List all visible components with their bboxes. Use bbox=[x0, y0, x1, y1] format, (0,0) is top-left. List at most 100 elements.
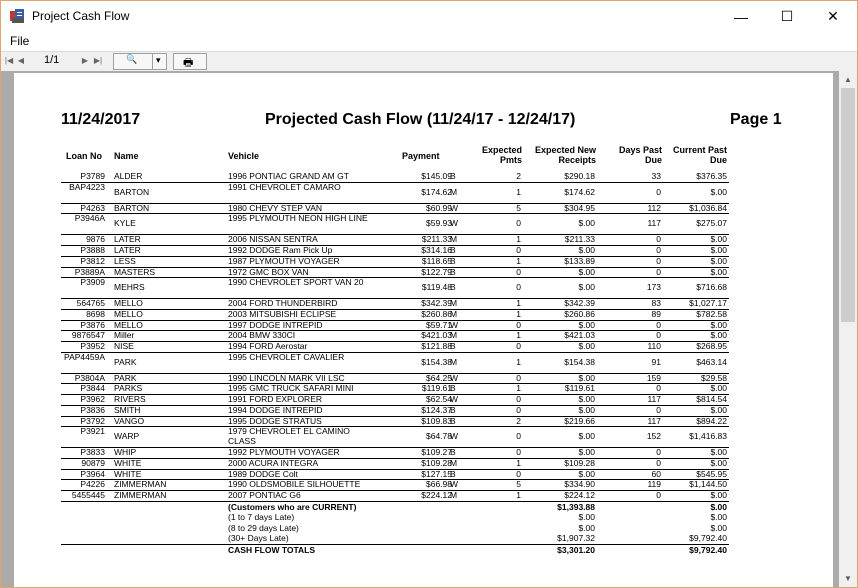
cell-name: WHITE bbox=[114, 457, 142, 468]
cell-days: 110 bbox=[647, 341, 661, 351]
scroll-down-icon[interactable]: ▼ bbox=[844, 574, 852, 583]
cell-pmts: 1 bbox=[516, 330, 521, 341]
cell-freq: M bbox=[450, 490, 458, 500]
summary-label: (Customers who are CURRENT) bbox=[228, 501, 357, 512]
cell-receipts: $421.03 bbox=[564, 330, 595, 341]
cell-days: 112 bbox=[647, 202, 661, 213]
cell-loan: BAP4223 bbox=[69, 181, 105, 192]
col-days-past-due: Days Past Due bbox=[618, 145, 662, 165]
cell-payment: $174.62 bbox=[421, 186, 452, 197]
col-loan-no: Loan No bbox=[66, 151, 102, 161]
cell-freq: M bbox=[450, 330, 458, 341]
cell-pmts: 1 bbox=[516, 383, 521, 394]
summary-receipts: $1,907.32 bbox=[557, 533, 595, 544]
cell-name: BARTON bbox=[114, 186, 150, 197]
minimize-button[interactable]: — bbox=[718, 1, 764, 32]
cell-pmts: 0 bbox=[516, 282, 521, 293]
cell-past_due: $.00 bbox=[710, 319, 727, 330]
cell-payment: $224.12 bbox=[421, 490, 452, 500]
cell-receipts: $260.86 bbox=[564, 308, 595, 319]
prev-page-icon[interactable]: ◀ bbox=[17, 56, 25, 65]
cell-vehicle: 2003 MITSUBISHI ECLIPSE bbox=[228, 308, 337, 319]
close-button[interactable]: ✕ bbox=[810, 1, 856, 32]
cell-past_due: $.00 bbox=[710, 383, 727, 394]
cell-past_due: $.00 bbox=[710, 186, 727, 197]
cell-vehicle: 2007 PONTIAC G6 bbox=[228, 490, 301, 500]
cell-loan: P3888 bbox=[80, 245, 105, 256]
cell-loan: 5455445 bbox=[71, 490, 105, 500]
cell-freq: W bbox=[450, 218, 459, 229]
cell-name: NISE bbox=[114, 341, 134, 351]
cell-days: 83 bbox=[651, 298, 661, 309]
cell-loan: P3921 bbox=[80, 426, 105, 437]
menu-file[interactable]: File bbox=[10, 34, 30, 48]
cell-name: PARKS bbox=[114, 383, 143, 394]
cell-days: 0 bbox=[656, 447, 661, 458]
cell-name: MEHRS bbox=[114, 282, 145, 293]
cell-pmts: 5 bbox=[516, 479, 521, 490]
row-divider bbox=[61, 255, 729, 257]
row-divider bbox=[61, 383, 729, 385]
row-divider bbox=[61, 404, 729, 406]
cell-days: 119 bbox=[647, 479, 661, 490]
cell-payment: $122.79 bbox=[421, 266, 452, 277]
cell-vehicle: 1995 CHEVROLET CAVALIER bbox=[228, 351, 345, 362]
cell-freq: W bbox=[450, 372, 459, 383]
cell-past_due: $545.95 bbox=[696, 468, 727, 479]
cell-receipts: $133.89 bbox=[564, 255, 595, 266]
summary-past-due: $.00 bbox=[710, 512, 727, 523]
maximize-button[interactable]: ☐ bbox=[764, 1, 810, 32]
cell-receipts: $.00 bbox=[578, 447, 595, 458]
row-divider bbox=[61, 234, 729, 236]
cell-loan: P3833 bbox=[80, 447, 105, 458]
first-page-icon[interactable]: |◀ bbox=[4, 56, 14, 65]
cell-past_due: $376.35 bbox=[696, 171, 727, 181]
cell-payment: $124.37 bbox=[421, 404, 452, 415]
scroll-thumb[interactable] bbox=[841, 88, 855, 322]
zoom-button[interactable]: 🔍 bbox=[113, 53, 153, 70]
cell-vehicle: 1987 PLYMOUTH VOYAGER bbox=[228, 255, 340, 266]
print-button[interactable]: 🖶 bbox=[173, 53, 207, 70]
cell-loan: P3946A bbox=[74, 213, 105, 224]
cell-pmts: 1 bbox=[516, 186, 521, 197]
scroll-up-icon[interactable]: ▲ bbox=[844, 75, 852, 84]
cell-loan: PAP4459A bbox=[64, 351, 105, 362]
cell-loan: P3812 bbox=[80, 255, 105, 266]
toolbar: |◀ ◀ 1/1 ▶ ▶| 🔍 ▾ 🖶 bbox=[1, 51, 857, 72]
cell-freq: M bbox=[450, 356, 458, 367]
cell-freq: B bbox=[450, 266, 456, 277]
cell-receipts: $.00 bbox=[578, 394, 595, 405]
cell-pmts: 0 bbox=[516, 447, 521, 458]
next-page-icon[interactable]: ▶ bbox=[81, 56, 89, 65]
cell-past_due: $.00 bbox=[710, 266, 727, 277]
cell-days: 117 bbox=[647, 415, 661, 426]
cell-days: 0 bbox=[656, 330, 661, 341]
cell-vehicle: 1972 GMC BOX VAN bbox=[228, 266, 309, 277]
cell-loan: 8698 bbox=[86, 308, 105, 319]
last-page-icon[interactable]: ▶| bbox=[93, 56, 103, 65]
cell-vehicle: 1979 CHEVROLET EL CAMINO CLASS bbox=[228, 426, 350, 447]
cell-loan: P3909 bbox=[80, 277, 105, 288]
cell-receipts: $.00 bbox=[578, 468, 595, 479]
totals-past-due: $9,792.40 bbox=[689, 544, 727, 555]
cell-pmts: 0 bbox=[516, 468, 521, 479]
cell-pmts: 0 bbox=[516, 218, 521, 229]
cell-payment: $154.38 bbox=[421, 356, 452, 367]
cell-past_due: $.00 bbox=[710, 234, 727, 245]
col-vehicle: Vehicle bbox=[228, 151, 260, 161]
cell-vehicle: 1990 CHEVROLET SPORT VAN 20 bbox=[228, 277, 364, 288]
vertical-scrollbar[interactable]: ▲ ▼ bbox=[839, 71, 857, 587]
zoom-dropdown[interactable]: ▾ bbox=[152, 53, 167, 70]
cell-pmts: 2 bbox=[516, 171, 521, 181]
row-divider bbox=[61, 457, 729, 459]
col-payment: Payment bbox=[402, 151, 440, 161]
cell-name: SMITH bbox=[114, 404, 141, 415]
cell-vehicle: 1997 DODGE INTREPID bbox=[228, 319, 323, 330]
cell-vehicle: 1992 DODGE Ram Pick Up bbox=[228, 245, 333, 256]
cell-receipts: $304.95 bbox=[564, 202, 595, 213]
cell-freq: W bbox=[450, 479, 459, 490]
cell-past_due: $782.58 bbox=[696, 308, 727, 319]
col-current-past-due: Current Past Due bbox=[672, 145, 727, 165]
cell-pmts: 0 bbox=[516, 245, 521, 256]
cell-loan: P3876 bbox=[80, 319, 105, 330]
